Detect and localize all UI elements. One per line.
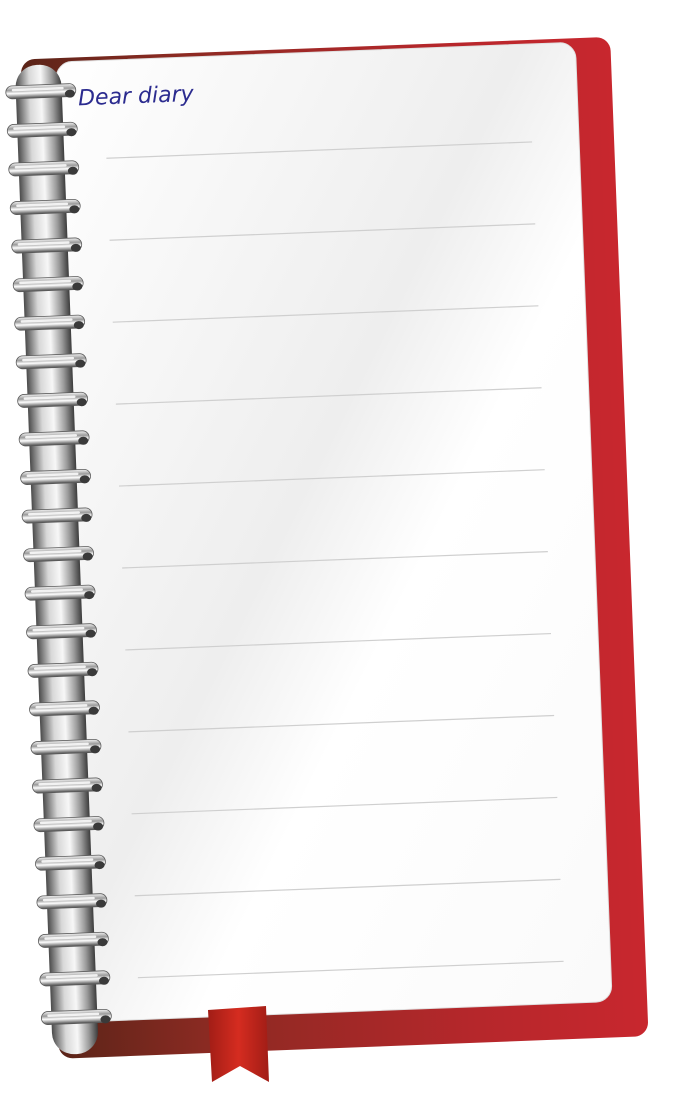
spiral-ring [15,353,87,370]
spiral-ring [24,584,96,601]
spiral-ring [26,623,97,640]
spiral-ring [23,546,94,563]
ruled-line [137,960,564,979]
ruled-lines [106,141,564,979]
spiral-ring [9,198,81,215]
ruled-line [125,632,552,651]
spiral-ring [30,738,102,755]
spiral-ring [11,237,83,254]
spiral-ring [33,816,105,833]
spiral-ring [29,700,100,717]
bookmark-ribbon [208,1006,269,1082]
spiral-ring [35,854,106,871]
spiral-ring [12,276,84,293]
ruled-line [134,878,561,897]
spiral-ring [18,430,90,447]
spiral-rings [5,83,112,1025]
spiral-ring [36,893,108,910]
ruled-line [109,223,536,241]
spiral-ring [32,777,103,794]
spiral-ring [27,661,99,678]
spiral-ring [14,314,86,331]
spiral-ring [20,468,91,485]
spiral-ring [21,507,93,524]
ruled-line [112,305,539,323]
spiral-ring [17,391,89,408]
ruled-line [115,387,542,405]
ruled-line [128,714,555,733]
spiral-ring [5,83,77,100]
spiral-ring [8,160,80,177]
ruled-line [106,141,533,159]
spiral-ring [38,931,109,948]
spiral-ring [40,1008,112,1025]
spiral-ring [6,121,78,138]
ruled-line [122,551,548,569]
ruled-line [131,796,558,815]
diary-page [55,42,613,1022]
ruled-line [118,469,545,487]
page-heading: Dear diary [78,82,195,111]
spiral-ring [39,970,111,987]
